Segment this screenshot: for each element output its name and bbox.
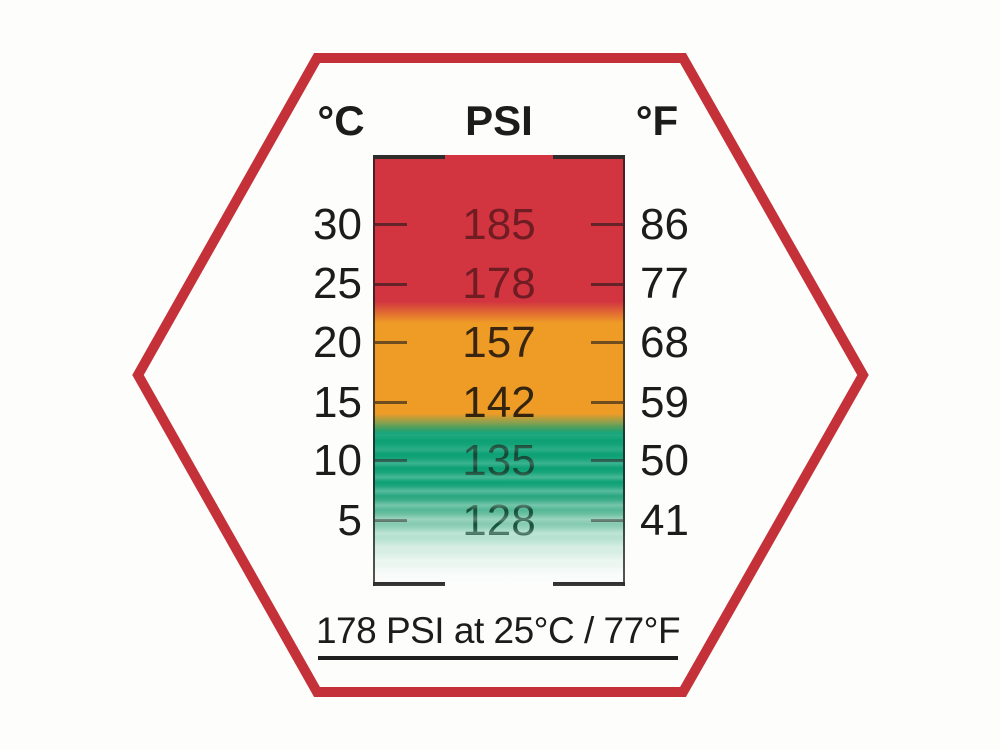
fahrenheit-value: 86 bbox=[640, 200, 689, 249]
fahrenheit-value: 41 bbox=[640, 496, 689, 545]
psi-value: 128 bbox=[462, 496, 536, 545]
tick-mark bbox=[375, 401, 407, 404]
tick-mark bbox=[375, 459, 407, 462]
celsius-value: 10 bbox=[313, 436, 362, 485]
celsius-value: 20 bbox=[313, 318, 362, 367]
tick-mark bbox=[591, 283, 623, 286]
tick-mark bbox=[591, 223, 623, 226]
psi-value: 178 bbox=[462, 259, 536, 308]
fahrenheit-value: 59 bbox=[640, 378, 689, 427]
tick-mark bbox=[591, 341, 623, 344]
tick-mark bbox=[375, 283, 407, 286]
bar-frame-segment bbox=[553, 155, 625, 159]
celsius-value: 5 bbox=[337, 496, 362, 545]
reference-pressure-text: 178 PSI at 25°C / 77°F bbox=[315, 610, 681, 651]
celsius-header: °C bbox=[317, 97, 365, 144]
bar-frame-segment bbox=[373, 582, 445, 586]
psi-value: 157 bbox=[462, 318, 536, 367]
tick-mark bbox=[375, 223, 407, 226]
tick-mark bbox=[375, 341, 407, 344]
reference-pressure-note: 178 PSI at 25°C / 77°F bbox=[315, 610, 681, 660]
tick-mark bbox=[591, 401, 623, 404]
psi-value: 185 bbox=[462, 200, 536, 249]
psi-value: 142 bbox=[462, 378, 536, 427]
fahrenheit-value: 50 bbox=[640, 436, 689, 485]
fahrenheit-value: 68 bbox=[640, 318, 689, 367]
psi-value: 135 bbox=[462, 436, 536, 485]
bar-frame-segment bbox=[373, 155, 445, 159]
celsius-value: 30 bbox=[313, 200, 362, 249]
tick-mark bbox=[591, 459, 623, 462]
fahrenheit-header: °F bbox=[635, 97, 679, 144]
tick-mark bbox=[375, 519, 407, 522]
celsius-value: 25 bbox=[313, 259, 362, 308]
fahrenheit-value: 77 bbox=[640, 259, 689, 308]
pressure-color-bar: 185 178 157 142 135 128 bbox=[373, 155, 625, 586]
celsius-value: 15 bbox=[313, 378, 362, 427]
bar-frame-segment bbox=[553, 582, 625, 586]
psi-header: PSI bbox=[465, 97, 533, 144]
hexagon-outline bbox=[132, 53, 869, 697]
tick-mark bbox=[591, 519, 623, 522]
